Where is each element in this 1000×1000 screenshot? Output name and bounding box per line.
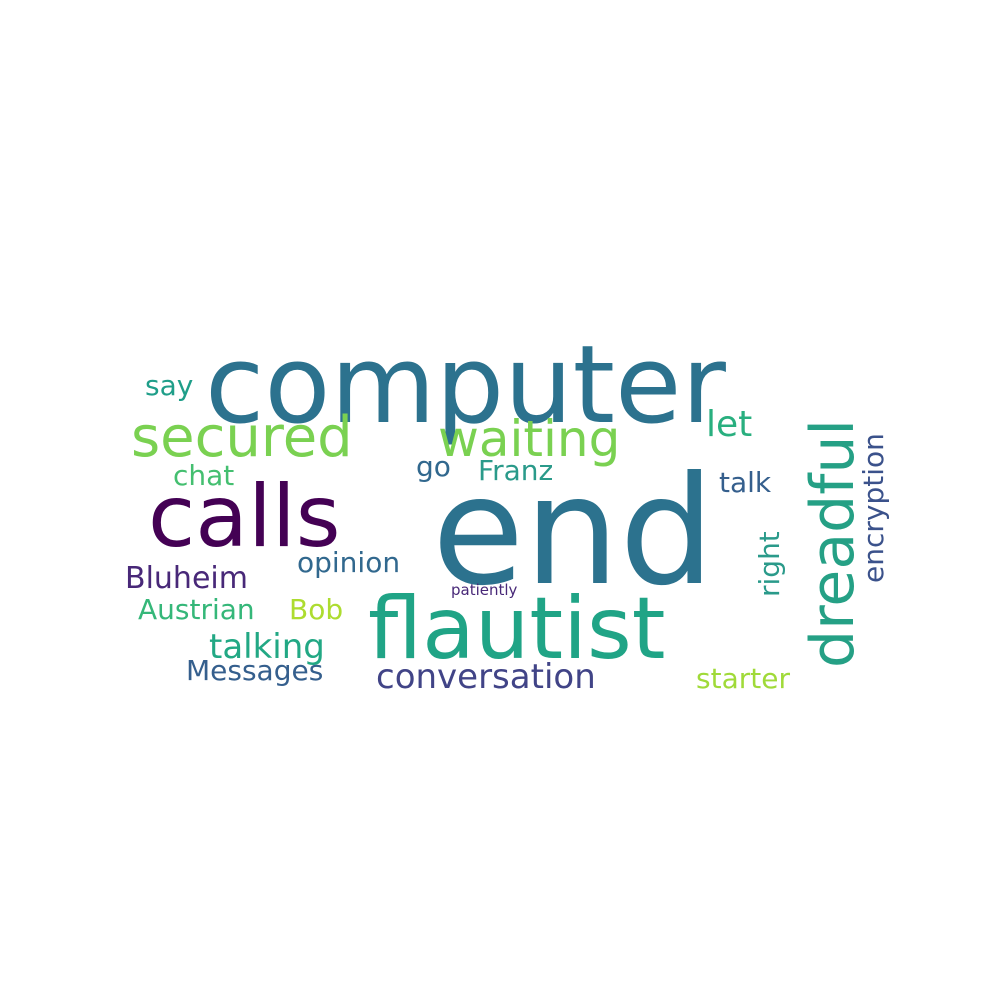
word-Messages: Messages [186,654,323,687]
word-patiently: patiently [451,581,518,599]
word-say: say [145,369,193,402]
word-right: right [753,531,786,597]
word-Bluheim: Bluheim [125,561,248,596]
word-Franz: Franz [478,454,553,487]
word-talking: talking [209,627,325,667]
word-Austrian: Austrian [138,593,255,626]
word-let: let [706,404,752,445]
word-encryption: encryption [857,433,890,583]
word-go: go [416,450,451,483]
word-Bob: Bob [289,593,343,626]
word-computer: computer [205,323,726,448]
word-opinion: opinion [297,546,400,579]
word-secured: secured [131,405,353,470]
word-calls: calls [148,467,341,567]
word-conversation: conversation [376,657,596,697]
word-talk: talk [719,466,772,499]
word-waiting: waiting [438,410,620,468]
word-end: end [432,445,715,619]
word-starter: starter [696,662,790,695]
word-dreadful: dreadful [798,419,868,668]
word-flautist: flautist [368,579,666,679]
word-chat: chat [173,459,234,492]
